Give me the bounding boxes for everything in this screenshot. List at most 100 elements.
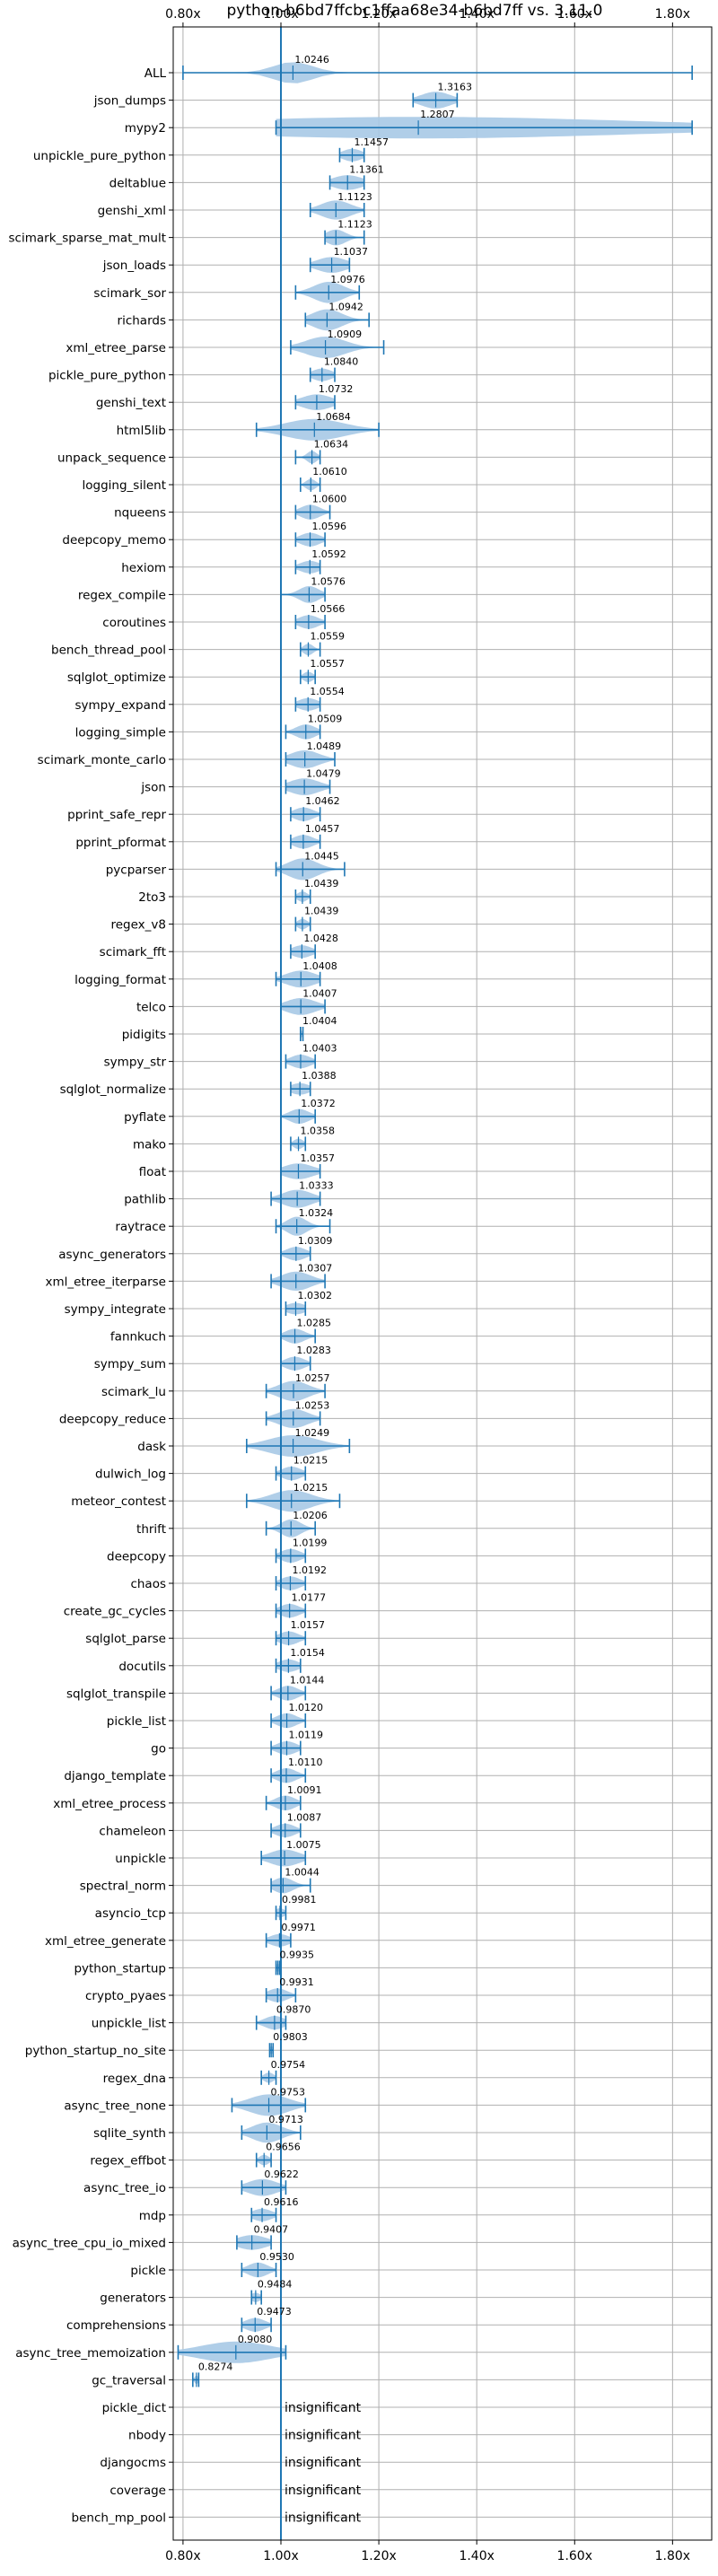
x-tick-label-top: 1.20x [361, 7, 396, 22]
value-label: 0.9407 [254, 2223, 289, 2235]
category-label: sympy_integrate [65, 1302, 166, 1317]
category-label: sympy_sum [94, 1357, 166, 1371]
category-label: async_tree_io [83, 2181, 166, 2195]
category-label: gc_traversal [92, 2373, 166, 2388]
x-tick-label-top: 0.80x [165, 7, 200, 22]
category-label: hexiom [121, 561, 166, 575]
category-label: thrift [136, 1522, 166, 1537]
category-label: xml_etree_parse [66, 341, 166, 355]
value-label: 1.0177 [292, 1592, 327, 1604]
category-label: asyncio_tcp [95, 1906, 166, 1921]
value-label: 1.0909 [328, 329, 363, 340]
category-label: telco [136, 1000, 166, 1014]
value-label: 1.0192 [292, 1564, 327, 1576]
value-label: 0.9622 [264, 2169, 299, 2180]
category-label: deepcopy_reduce [59, 1412, 166, 1426]
value-label: 1.0324 [299, 1207, 334, 1219]
value-label: 1.0283 [296, 1345, 331, 1356]
x-tick-label-bottom: 1.00x [263, 2549, 298, 2563]
value-label: 1.0610 [312, 466, 347, 478]
category-label: async_generators [58, 1248, 166, 1262]
value-label: 1.0087 [287, 1811, 322, 1823]
category-label: generators [100, 2291, 166, 2306]
value-label: 1.0428 [303, 933, 338, 944]
category-label: django_template [64, 1769, 166, 1783]
value-label: 1.0144 [290, 1674, 325, 1686]
category-label: json [140, 781, 166, 795]
value-label: 0.9754 [271, 2059, 306, 2071]
category-label: pickle_dict [102, 2401, 166, 2415]
category-label: regex_v8 [110, 918, 166, 933]
insignificant-label: insignificant [285, 2484, 362, 2498]
value-label: 1.0253 [295, 1399, 330, 1411]
x-tick-label-top: 1.60x [557, 7, 592, 22]
value-label: 0.9935 [279, 1949, 314, 1960]
value-label: 1.0075 [286, 1839, 321, 1851]
value-label: 1.0408 [302, 960, 337, 972]
category-label: sqlglot_parse [85, 1632, 166, 1646]
category-label: python_startup [74, 1961, 166, 1976]
value-label: 1.1037 [334, 246, 369, 258]
category-labels: ALL 1.0246 json_dumps 1.3163 mypy2 1.2807 unpi… [9, 54, 473, 2525]
value-label: 0.9931 [279, 1976, 314, 1988]
value-label: 1.0206 [293, 1510, 328, 1521]
value-label: 1.0457 [305, 823, 340, 835]
value-label: 1.0257 [295, 1372, 330, 1384]
category-label: json_loads [102, 258, 166, 273]
value-label: 0.9803 [273, 2031, 308, 2043]
value-label: 1.0942 [328, 301, 363, 312]
value-label: 0.8274 [198, 2361, 233, 2372]
category-label: unpickle_pure_python [33, 149, 166, 163]
value-label: 1.0358 [301, 1125, 336, 1136]
category-label: sqlglot_transpile [66, 1687, 166, 1701]
category-label: async_tree_cpu_io_mixed [13, 2236, 166, 2250]
category-label: sqlite_synth [93, 2126, 166, 2141]
value-label: 1.0285 [297, 1318, 332, 1329]
category-label: json_dumps [93, 94, 166, 109]
value-label: 1.0407 [302, 987, 337, 999]
category-label: unpack_sequence [57, 451, 166, 465]
value-label: 1.0154 [290, 1647, 325, 1659]
value-label: 1.0439 [304, 878, 339, 889]
value-label: 0.9530 [259, 2251, 294, 2263]
category-label: sqlglot_normalize [60, 1082, 166, 1097]
category-label: mypy2 [125, 121, 166, 136]
value-label: 1.0732 [319, 383, 354, 395]
category-label: unpickle_list [92, 2017, 166, 2031]
category-label: scimark_fft [100, 945, 166, 959]
category-label: unpickle [115, 1852, 166, 1866]
x-tick-label-bottom: 0.80x [165, 2549, 200, 2563]
value-label: 1.0566 [311, 603, 346, 615]
category-label: mako [133, 1137, 166, 1152]
category-label: xml_etree_iterparse [46, 1275, 167, 1289]
category-label: coroutines [102, 616, 166, 630]
category-label: sympy_str [104, 1056, 167, 1070]
value-label: 1.0357 [300, 1152, 335, 1164]
category-label: pprint_pformat [75, 836, 166, 850]
category-label: create_gc_cycles [64, 1605, 166, 1619]
value-label: 0.9753 [271, 2086, 306, 2098]
category-label: sympy_expand [74, 698, 166, 713]
value-label: 1.0557 [310, 658, 345, 670]
category-label: meteor_contest [71, 1494, 166, 1509]
value-label: 0.9484 [258, 2279, 293, 2291]
category-label: scimark_lu [101, 1385, 166, 1399]
value-label: 0.9981 [282, 1894, 317, 1906]
category-label: bench_mp_pool [72, 2510, 166, 2525]
value-label: 1.0600 [312, 494, 347, 505]
category-label: go [151, 1742, 166, 1757]
category-label: 2to3 [138, 890, 166, 905]
category-label: pathlib [124, 1193, 166, 1207]
value-label: 1.0044 [285, 1867, 320, 1879]
value-label: 0.9870 [276, 2004, 311, 2016]
category-label: dask [137, 1440, 166, 1454]
category-label: xml_etree_process [53, 1797, 166, 1811]
x-tick-label-bottom: 1.40x [459, 2549, 494, 2563]
x-axis-ticks: 0.80x 0.80x 1.00x 1.00x 1.20x 1.20x 1.40x 1.40x… [165, 7, 690, 2563]
value-label: 1.0199 [293, 1537, 328, 1548]
category-label: richards [118, 313, 166, 328]
x-tick-label-bottom: 1.80x [655, 2549, 690, 2563]
value-label: 1.0372 [301, 1098, 336, 1109]
category-label: regex_compile [78, 588, 166, 602]
